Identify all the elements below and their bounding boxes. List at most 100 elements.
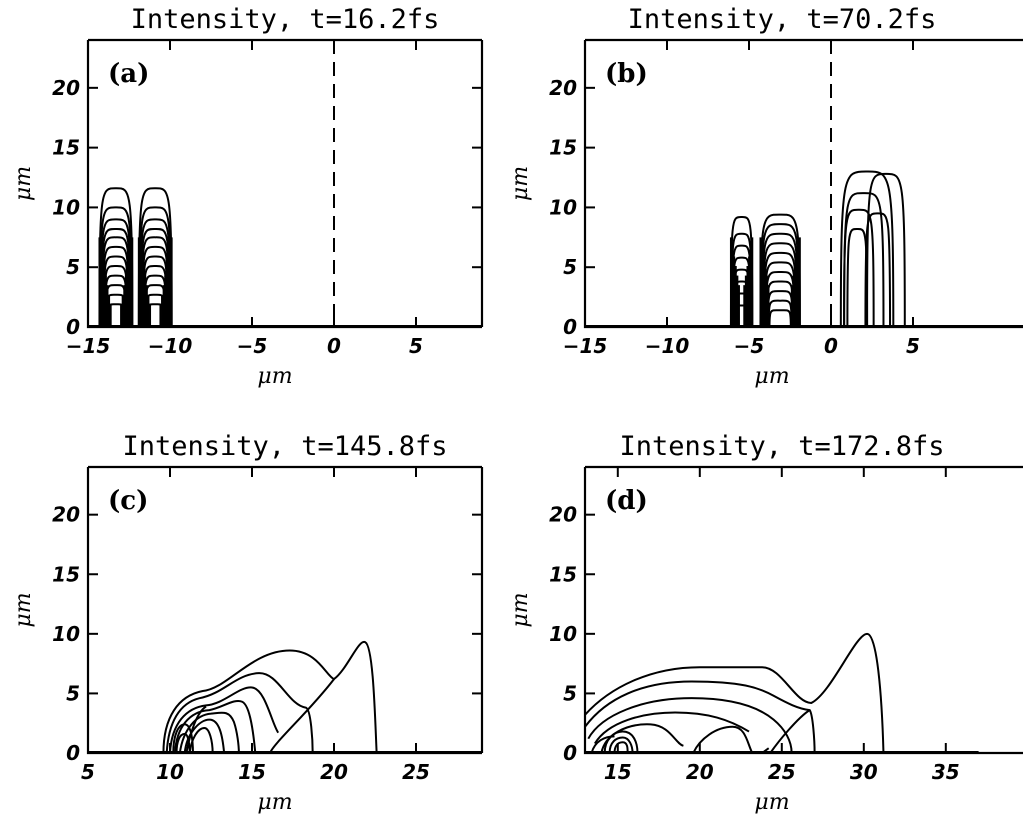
x-tick-label: 25 — [402, 760, 430, 784]
y-axis-label: μm — [508, 166, 533, 201]
y-tick-label: 5 — [66, 255, 80, 279]
y-tick-label: 10 — [549, 622, 577, 646]
contour-line — [767, 299, 793, 327]
contour-line — [769, 709, 811, 753]
contour-line — [765, 280, 795, 327]
y-axis-label: μm — [508, 592, 533, 627]
contour-line — [762, 242, 799, 327]
contour-line — [590, 735, 615, 753]
contour-line — [761, 232, 800, 327]
contour-line — [175, 732, 191, 753]
contour-line — [593, 711, 750, 745]
panel-b: Intensity, t=70.2fs −15 −10 −5 0 5 0 5 10 15 20 μm μ… — [508, 4, 1023, 389]
contour-line — [763, 261, 797, 327]
contour-line — [185, 705, 207, 753]
panel-label: (a) — [108, 59, 149, 89]
x-tick-label: 20 — [686, 760, 714, 784]
contour-line — [864, 212, 892, 327]
plot-area — [585, 632, 979, 753]
contour-line — [603, 730, 639, 753]
panel-label: (c) — [108, 486, 148, 516]
contour-line — [766, 290, 794, 327]
y-tick-label: 15 — [52, 136, 80, 160]
contour-line — [144, 293, 166, 327]
x-tick-label: 5 — [81, 760, 95, 784]
contour-line — [104, 274, 128, 327]
contour-line — [101, 236, 131, 327]
contour-line — [105, 293, 127, 327]
y-tick-label: 10 — [549, 195, 577, 219]
x-tick-label: −5 — [237, 334, 268, 358]
x-tick-label: 15 — [604, 760, 632, 784]
contour-line — [269, 678, 335, 753]
y-tick-label: 5 — [563, 255, 577, 279]
contour-line — [731, 244, 752, 327]
x-tick-label: −15 — [563, 334, 608, 358]
contour-line — [585, 632, 885, 753]
y-tick-label: 0 — [66, 315, 80, 339]
contour-line — [101, 245, 130, 327]
contour-line — [731, 256, 752, 327]
contour-line — [162, 641, 378, 753]
y-tick-label: 0 — [563, 315, 577, 339]
contour-line — [172, 723, 194, 753]
contour-line — [138, 206, 172, 327]
contour-line — [99, 218, 132, 327]
panel-d: Intensity, t=172.8fs 15 20 25 30 35 0 5 10 15 20 μm… — [508, 431, 1023, 815]
contour-line — [613, 741, 629, 753]
x-axis-label: μm — [257, 790, 292, 815]
x-tick-label: 5 — [409, 334, 423, 358]
contour-line — [139, 218, 172, 327]
x-tick-label: 5 — [906, 334, 920, 358]
panel-title: Intensity, t=70.2fs — [628, 4, 937, 35]
contour-line — [143, 274, 168, 327]
x-tick-label: 20 — [320, 760, 348, 784]
x-tick-label: 0 — [327, 334, 341, 358]
contour-line — [768, 309, 792, 327]
panel-title: Intensity, t=172.8fs — [619, 431, 944, 462]
contour-line — [144, 284, 167, 327]
y-tick-label: 5 — [66, 681, 80, 705]
contour-line — [729, 215, 754, 327]
contour-line — [734, 304, 749, 327]
contour-line — [140, 236, 170, 327]
panel-label: (d) — [605, 486, 648, 516]
contour-line — [103, 265, 129, 327]
x-tick-label: 15 — [238, 760, 266, 784]
x-axis-label: μm — [754, 364, 789, 389]
contour-line — [137, 187, 173, 327]
contour-line — [98, 187, 134, 327]
y-tick-label: 10 — [52, 195, 80, 219]
contour-line — [839, 170, 895, 327]
contour-line — [142, 255, 169, 327]
x-tick-label: 0 — [824, 334, 838, 358]
x-tick-label: 25 — [768, 760, 796, 784]
contour-line — [846, 227, 869, 327]
y-axis-label: μm — [11, 592, 36, 627]
y-tick-label: 15 — [52, 562, 80, 586]
contour-line — [759, 213, 801, 327]
x-tick-label: −10 — [148, 334, 193, 358]
x-tick-label: 35 — [932, 760, 960, 784]
contour-line — [733, 280, 751, 327]
contour-line — [145, 303, 166, 327]
x-axis-label: μm — [754, 790, 789, 815]
plot-area — [88, 641, 482, 753]
x-axis-label: μm — [257, 364, 292, 389]
contour-line — [106, 303, 126, 327]
contour-line — [608, 736, 634, 753]
y-tick-label: 15 — [549, 562, 577, 586]
y-tick-label: 20 — [52, 76, 80, 100]
contour-line — [169, 686, 280, 753]
contour-line — [733, 292, 750, 327]
panel-a: Intensity, t=16.2fs −15 −10 −5 0 5 0 5 10 15 20 μm μ… — [11, 4, 484, 389]
y-tick-label: 10 — [52, 622, 80, 646]
y-tick-label: 20 — [549, 503, 577, 527]
panel-title: Intensity, t=16.2fs — [131, 4, 440, 35]
contour-line — [178, 711, 240, 753]
contour-line — [99, 206, 133, 327]
contour-line — [587, 697, 793, 753]
x-tick-label: 10 — [156, 760, 184, 784]
